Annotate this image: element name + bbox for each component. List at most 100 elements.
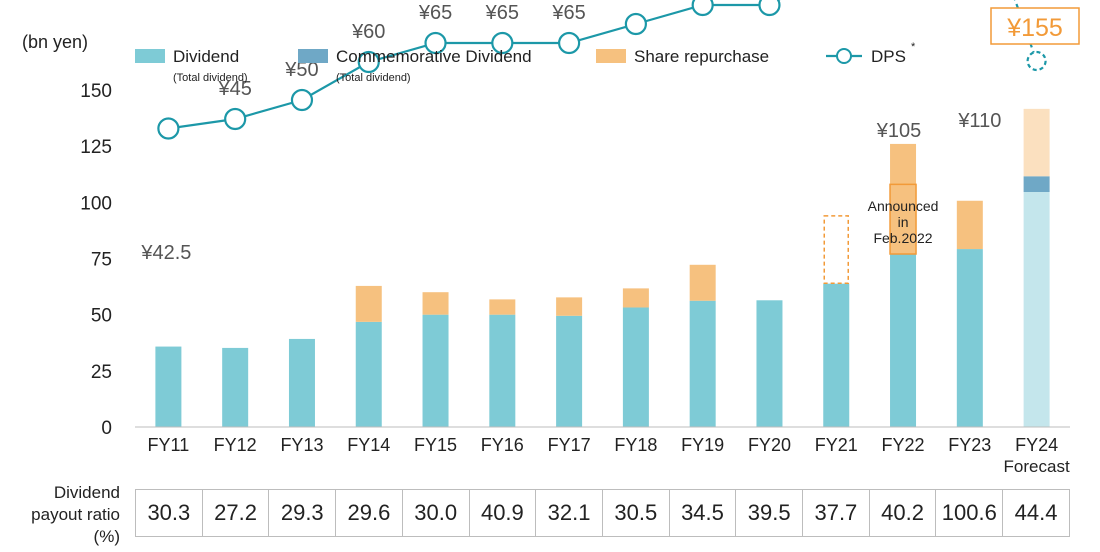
x-tick-label: FY13 (280, 435, 323, 455)
legend-superscript: * (911, 41, 916, 53)
dividend-bar (1023, 191, 1050, 427)
legend-label: Share repurchase (634, 47, 769, 66)
repurchase-bar (556, 297, 583, 316)
dividend-bar (956, 249, 983, 427)
dps-value-label: ¥105 (876, 120, 922, 142)
fy22-annotation-line: Feb.2022 (873, 230, 932, 246)
payout-ratio-cell: 32.1 (535, 489, 603, 537)
dps-point (758, 0, 781, 17)
dividend-bar (823, 283, 850, 427)
dps-point (424, 31, 447, 55)
repurchase-bar (422, 292, 449, 315)
fy22-announced-box (889, 183, 917, 255)
dividend-bar (556, 315, 583, 427)
repurchase-bar (956, 200, 983, 250)
dividend-bar (756, 300, 783, 427)
dps-point (290, 88, 314, 112)
repurchase-bar (890, 143, 917, 255)
payout-ratio-cell: 34.5 (668, 489, 737, 537)
x-tick-label: FY19 (681, 435, 724, 455)
y-tick-label: 50 (91, 306, 112, 327)
legend-label: Commemorative Dividend (336, 47, 532, 66)
payout-label-line-3: (%) (93, 527, 120, 546)
x-tick-label: FY15 (414, 435, 457, 455)
x-tick-label: FY14 (347, 435, 390, 455)
dividend-bar (222, 347, 249, 427)
dps-point (558, 31, 581, 55)
dps-value-label: ¥45 (217, 78, 251, 100)
y-tick-label: 100 (80, 193, 112, 214)
payout-ratio-table: 30.3 27.2 29.3 29.6 30.0 40.9 32.1 30.5 34.5 39.5… (135, 489, 1070, 537)
legend-swatch (298, 49, 328, 63)
dividend-bar (689, 300, 716, 427)
legend-sublabel: (Total dividend) (336, 72, 411, 84)
dps-point (224, 107, 247, 131)
dividend-bar (622, 307, 649, 427)
payout-ratio-cell: 100.6 (935, 489, 1004, 537)
dividend-bar (355, 321, 382, 427)
y-tick-label: 0 (101, 418, 112, 439)
dividend-bar (422, 314, 449, 427)
x-tick-label: FY24 (1015, 435, 1058, 455)
x-tick-label: FY20 (748, 435, 791, 455)
x-tick-label: FY16 (481, 435, 524, 455)
payout-ratio-cell: 29.6 (335, 489, 403, 537)
payout-label-line-2: payout ratio (31, 505, 120, 524)
legend-label: DPS (871, 47, 906, 66)
dps-point (357, 50, 380, 74)
repurchase-bar (622, 288, 649, 308)
fy22-annotation-line: in (898, 214, 909, 230)
commemorative-bar (1023, 176, 1050, 192)
legend: Dividend (Total dividend) Commemorative Di… (135, 41, 916, 84)
payout-ratio-cell: 29.3 (268, 489, 337, 537)
payout-ratio-cell: 30.0 (401, 489, 470, 537)
dps-point (491, 31, 514, 55)
repurchase-bar (1023, 108, 1050, 177)
legend-sublabel: (Total dividend) (173, 72, 248, 84)
dps-point (157, 117, 180, 140)
x-tick-sublabel: Forecast (1004, 457, 1070, 476)
x-axis: FY11 FY12 FY13 FY14 FY15 FY16 FY17 FY18 FY19 FY20… (135, 426, 1070, 476)
y-tick-label: 125 (80, 137, 112, 158)
payout-ratio-cell: 27.2 (201, 489, 270, 537)
payout-label-line-1: Dividend (53, 483, 120, 502)
dps-point (1026, 50, 1047, 72)
dividend-bar (890, 254, 917, 427)
x-tick-label: FY12 (214, 435, 257, 455)
y-tick-label: 75 (91, 250, 112, 271)
repurchase-bar (489, 299, 516, 315)
dps-value-label: ¥110 (957, 110, 1001, 132)
dps-forecast-label: ¥155 (1006, 14, 1063, 42)
y-axis: (bn yen) 0 25 50 75 100 125 150 (22, 32, 112, 439)
dps-point (691, 0, 714, 17)
repurchase-bar (689, 264, 716, 301)
fy22-annotation-line: Announced (868, 198, 939, 214)
payout-ratio-label: Dividend payout ratio (%) (20, 482, 120, 548)
dividend-bar (155, 346, 182, 427)
bars-layer (155, 108, 1050, 427)
y-unit-label: (bn yen) (22, 32, 88, 52)
payout-ratio-cell: 30.5 (601, 489, 670, 537)
dps-point (624, 12, 647, 36)
dps-value-label: ¥70 (618, 0, 652, 5)
payout-ratio-cell: 37.7 (802, 489, 870, 537)
y-tick-label: 25 (91, 362, 112, 383)
x-tick-label: FY22 (882, 435, 925, 455)
x-tick-label: FY18 (614, 435, 657, 455)
dividend-bar (288, 338, 315, 427)
dps-forecast-label-box (990, 7, 1080, 45)
payout-ratio-cell: 39.5 (735, 489, 804, 537)
dividend-bar (489, 314, 516, 427)
dps-value-label: ¥42.5 (140, 242, 191, 264)
dps-value-label: ¥65 (485, 2, 519, 24)
fy21-dashed-placeholder (823, 215, 849, 284)
payout-ratio-cell: 44.4 (1002, 489, 1070, 537)
x-tick-label: FY17 (548, 435, 591, 455)
legend-swatch (135, 49, 165, 63)
dps-value-label: ¥50 (284, 59, 318, 81)
legend-swatch (596, 49, 626, 63)
x-tick-label: FY11 (148, 435, 190, 455)
payout-ratio-cell: 30.3 (135, 489, 203, 537)
